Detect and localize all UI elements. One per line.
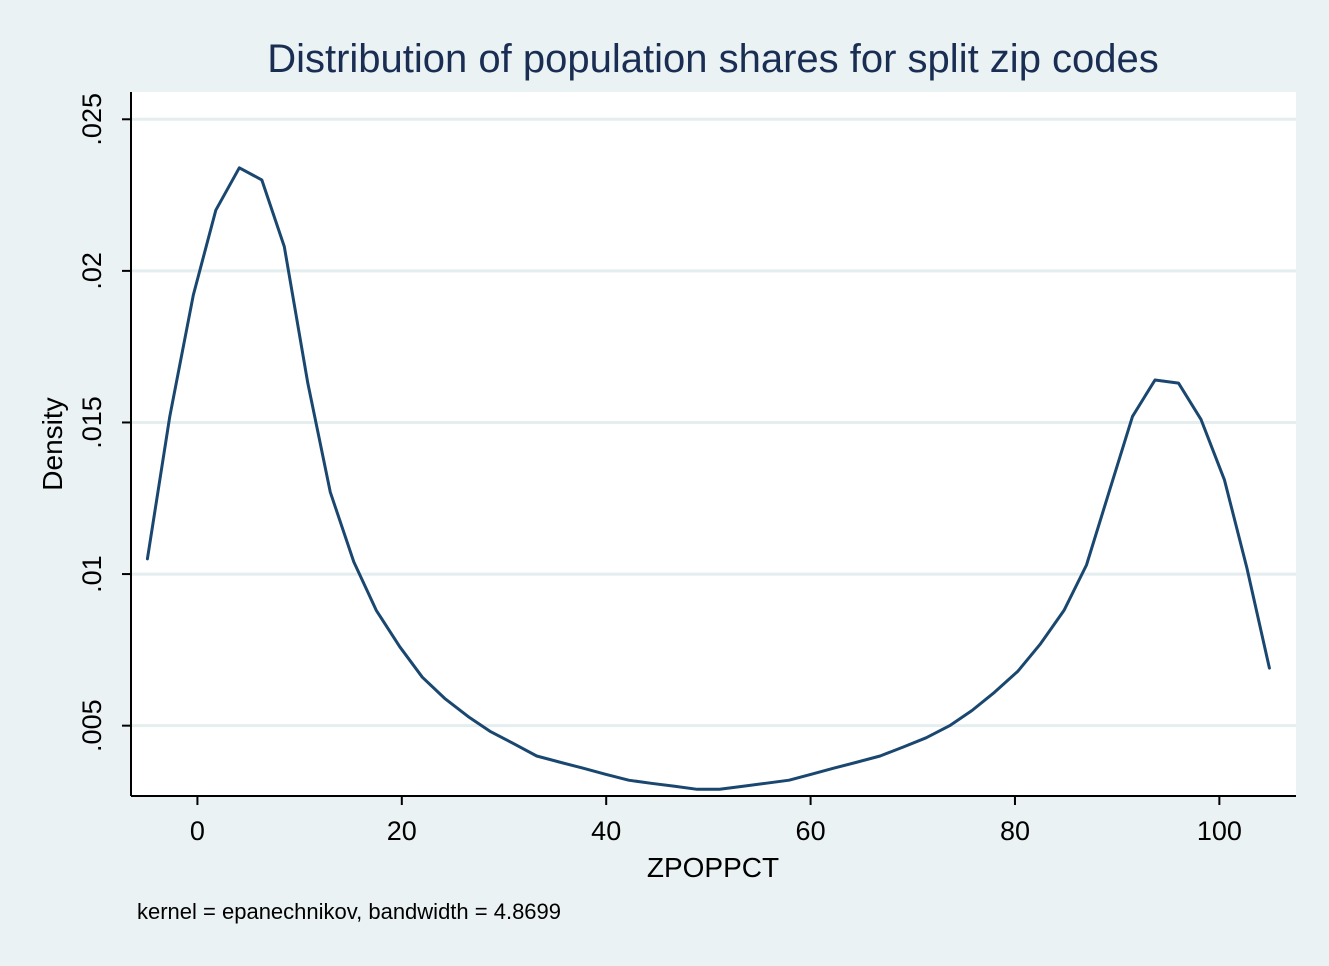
x-tick-label: 100 xyxy=(1197,816,1242,846)
y-tick-label: .025 xyxy=(77,93,107,146)
y-tick-label: .02 xyxy=(77,252,107,290)
x-tick-label: 40 xyxy=(591,816,621,846)
y-axis-title: Density xyxy=(37,397,68,490)
y-axis-ticks: .005 .01 .015 .02 .025 xyxy=(77,93,131,752)
y-tick-label: .005 xyxy=(77,699,107,752)
x-tick-label: 60 xyxy=(796,816,826,846)
x-tick-label: 0 xyxy=(190,816,205,846)
y-tick-label: .01 xyxy=(77,555,107,593)
chart-title: Distribution of population shares for sp… xyxy=(267,37,1159,81)
gridlines xyxy=(131,117,1296,728)
density-curve xyxy=(145,166,1271,791)
kernel-note: kernel = epanechnikov, bandwidth = 4.869… xyxy=(137,899,561,924)
x-tick-label: 20 xyxy=(387,816,417,846)
axes xyxy=(130,92,1296,797)
x-axis-title: ZPOPPCT xyxy=(647,852,779,883)
x-tick-label: 80 xyxy=(1000,816,1030,846)
plot-area xyxy=(131,92,1296,796)
y-tick-label: .015 xyxy=(77,396,107,449)
x-axis-ticks: 0 20 40 60 80 100 xyxy=(190,796,1242,846)
